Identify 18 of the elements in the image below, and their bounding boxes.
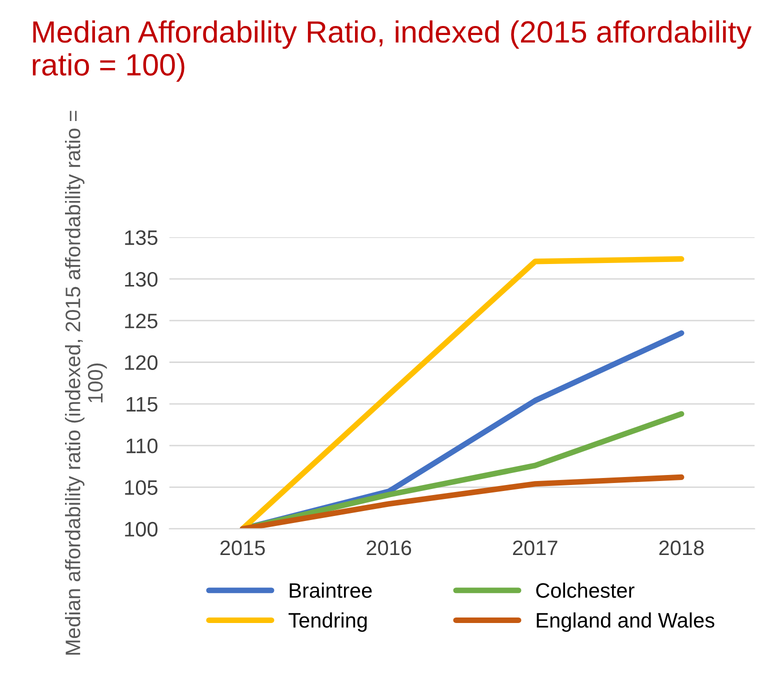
x-tick-label: 2018 [659, 540, 704, 556]
legend-label: Braintree [290, 582, 372, 598]
y-axis-title: Median affordability ratio (indexed, 2015 affordability ratio = 100) [65, 110, 107, 655]
y-tick-label: 130 [125, 272, 158, 287]
x-tick-label: 2017 [513, 540, 558, 556]
legend-label: Colchester [536, 582, 634, 598]
legend-label: England and Wales [536, 612, 714, 632]
y-tick-label: 110 [126, 438, 158, 454]
y-tick-label: 125 [125, 314, 158, 328]
y-tick-label: 135 [125, 230, 158, 246]
x-tick-label: 2016 [366, 540, 412, 556]
y-tick-label: 115 [126, 397, 158, 412]
y-tick-label: 105 [125, 480, 158, 495]
y-tick-label: 100 [125, 522, 158, 537]
y-tick-label: 120 [125, 355, 158, 370]
x-tick-label: 2015 [220, 540, 265, 556]
legend-label: Tendring [288, 612, 367, 632]
chart-title: Median Affordability Ratio, indexed (2015 affordability ratio = 100) [32, 20, 752, 82]
